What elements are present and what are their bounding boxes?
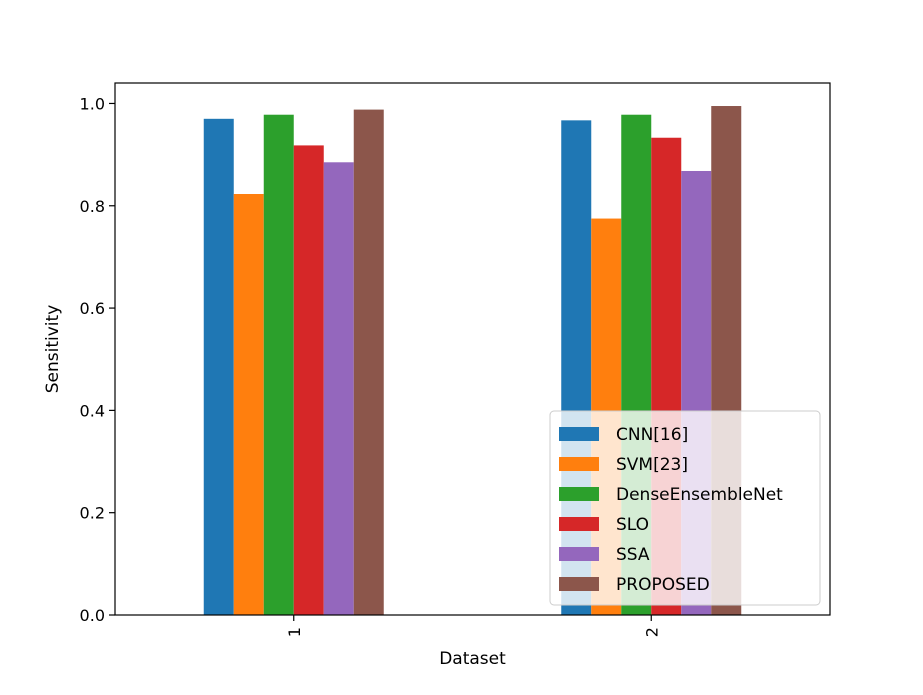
y-tick-label: 0.4: [80, 401, 105, 420]
legend-swatch: [559, 547, 599, 561]
legend-swatch: [559, 577, 599, 591]
legend-entry: DenseEnsembleNet: [616, 485, 783, 505]
y-tick-label: 1.0: [80, 94, 105, 113]
bar-slo-1: [293, 145, 324, 615]
y-axis: 0.0 0.2 0.4 0.6 0.8 1.0: [80, 94, 115, 625]
bar-ssa-1: [323, 162, 354, 616]
bar-denseensemblenet-1: [263, 114, 294, 615]
bar-svm-23--1: [233, 194, 264, 615]
legend-swatch: [559, 487, 599, 501]
x-tick-label: 2: [642, 627, 661, 637]
legend-box: [549, 410, 821, 606]
y-tick-label: 0.2: [80, 504, 105, 523]
legend-entry: CNN[16]: [616, 425, 688, 445]
legend: CNN[16] SVM[23] DenseEnsembleNet SLO SSA PROP…: [549, 410, 821, 606]
legend-entry: PROPOSED: [616, 575, 710, 595]
bar-cnn-16--1: [203, 118, 234, 616]
legend-entry: SSA: [616, 545, 650, 565]
bar-proposed-1: [353, 109, 384, 615]
y-tick-label: 0.6: [80, 299, 105, 318]
legend-swatch: [559, 517, 599, 531]
legend-entry: SVM[23]: [616, 455, 688, 475]
plot-frame: [114, 82, 831, 616]
legend-entry: SLO: [616, 515, 649, 535]
y-tick-label: 0.8: [80, 197, 105, 216]
x-tick-label: 1: [285, 627, 304, 637]
y-tick-label: 0.0: [80, 606, 105, 625]
y-axis-label: Sensitivity: [43, 305, 63, 394]
legend-swatch: [559, 427, 599, 441]
x-axis-label: Dataset: [439, 649, 506, 669]
legend-swatch: [559, 457, 599, 471]
